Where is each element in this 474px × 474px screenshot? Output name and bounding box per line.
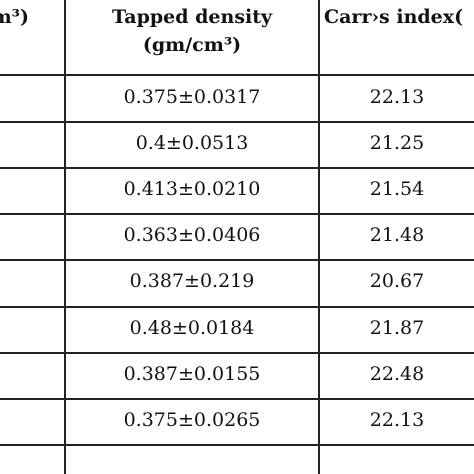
table-cell-carrs-index: 21.48 (369, 224, 425, 246)
table-cell-carrs-index: 21.54 (369, 178, 425, 200)
row-divider (0, 444, 474, 446)
table-cell-tapped-density: 0.48±0.0184 (129, 317, 255, 339)
row-divider (0, 259, 474, 261)
column-divider (318, 0, 320, 474)
table-cell-carrs-index: 21.25 (369, 132, 425, 154)
table-cell-tapped-density: 0.387±0.219 (129, 270, 255, 292)
table-cell-carrs-index: 21.87 (369, 317, 425, 339)
table-cell-tapped-density: 0.375±0.0265 (123, 409, 261, 431)
row-divider (0, 167, 474, 169)
column-divider (64, 0, 66, 474)
header-tapped-density-unit: (gm/cm³) (142, 34, 242, 56)
header-tapped-density: Tapped density (111, 6, 273, 28)
table-cell-carrs-index: 20.67 (369, 270, 425, 292)
table-cell-carrs-index: 22.48 (369, 363, 425, 385)
row-divider (0, 352, 474, 354)
table-cell-tapped-density: 0.4±0.0513 (135, 132, 249, 154)
table-cell-tapped-density: 0.387±0.0155 (123, 363, 261, 385)
header-bulk-density-unit: cm³) (0, 6, 29, 28)
table-cell-tapped-density: 0.375±0.0317 (123, 86, 261, 108)
row-divider (0, 121, 474, 123)
table-cell-carrs-index: 22.13 (369, 409, 425, 431)
row-divider (0, 213, 474, 215)
row-divider (0, 74, 474, 76)
row-divider (0, 398, 474, 400)
row-divider (0, 306, 474, 308)
table-cell-tapped-density: 0.363±0.0406 (123, 224, 261, 246)
header-carrs-index: Carr›s index( (324, 6, 464, 28)
table-cell-carrs-index: 22.13 (369, 86, 425, 108)
table-cell-tapped-density: 0.413±0.0210 (123, 178, 261, 200)
